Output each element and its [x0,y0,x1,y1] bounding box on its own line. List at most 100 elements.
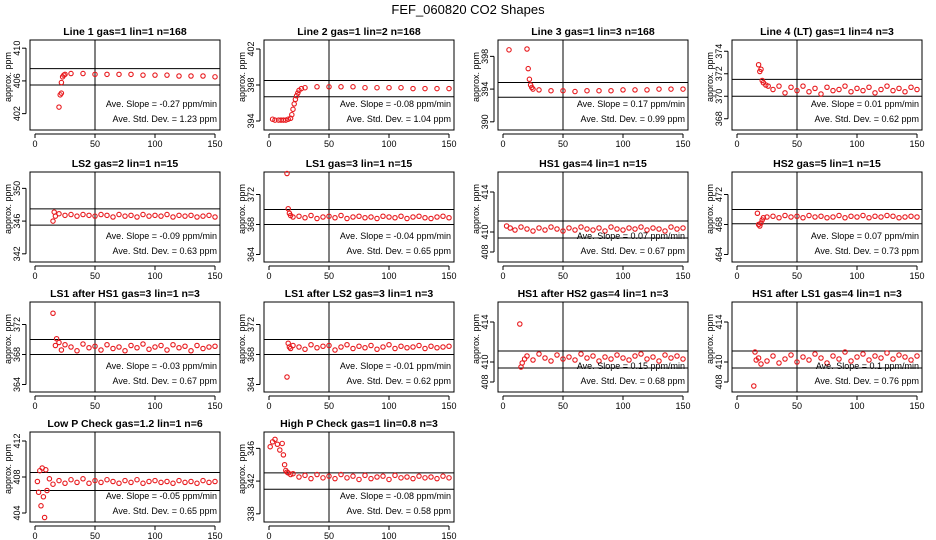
plot-frame [731,39,923,131]
slope-annotation: Ave. Slope = 0.07 ppm/min [811,231,919,241]
y-tick-label: 394 [480,82,490,97]
y-tick-label: 372 [12,317,22,332]
data-point [908,84,914,91]
data-point [668,224,674,230]
data-point [212,74,218,80]
data-point [267,443,273,450]
figure-title: FEF_060820 CO2 Shapes [391,2,545,17]
y-tick-label: 374 [714,44,724,59]
data-point [116,480,122,487]
data-point [536,87,542,93]
data-point [368,214,374,220]
x-tick-label: 100 [147,139,162,149]
data-point [614,226,620,232]
data-point [572,357,578,363]
data-point [884,350,890,356]
data-point [890,87,896,94]
data-point [128,212,134,219]
stddev-annotation: Ave. Std. Dev. = 0.99 ppm [581,114,685,124]
data-point [776,360,782,366]
data-point [314,471,320,478]
panel-11: HS1 after HS2 gas=4 lin=1 n=3 0 50 100 150 40… [471,288,691,411]
data-point [536,225,542,231]
data-point [590,227,596,233]
panel-5: LS2 gas=2 lin=1 n=15 0 50 100 150 342 346 350ap… [3,158,223,281]
x-tick-label: 50 [324,401,334,411]
data-point [80,341,86,347]
data-point [35,489,42,496]
x-tick-label: 150 [909,401,924,411]
x-tick-label: 0 [32,401,37,411]
data-point [56,339,62,346]
data-point [386,341,392,348]
data-point [43,467,49,473]
data-point [46,476,53,482]
data-point [296,344,302,350]
data-point [86,344,92,351]
data-point [548,358,554,364]
data-point [860,351,866,357]
data-point [788,352,794,358]
data-point [398,475,404,481]
data-point [578,224,584,230]
x-tick-label: 150 [441,139,456,149]
data-point [620,227,626,233]
data-point [128,479,134,486]
x-tick-label: 0 [32,271,37,281]
data-point [110,478,116,485]
panel-title: High P Check gas=1 lin=0.8 n=3 [280,418,438,430]
data-point [356,213,362,220]
data-point [818,213,824,220]
x-tick-label: 0 [500,139,505,149]
plot-frame [731,171,923,263]
x-tick-label: 0 [266,271,271,281]
data-point [896,85,902,92]
x-tick-label: 150 [675,139,690,149]
slope-annotation: Ave. Slope = 0.07 ppm/min [577,231,685,241]
data-point [800,354,806,360]
data-point [758,361,764,367]
data-point [554,352,560,358]
data-point [884,212,890,219]
data-point [644,87,650,93]
x-tick-label: 100 [381,531,396,540]
data-point [758,66,764,73]
data-point [320,475,326,481]
y-tick-label: 372 [246,317,256,332]
y-tick-label: 372 [714,66,724,81]
data-point [308,212,314,219]
data-point [56,210,62,217]
plot-frame [263,171,455,263]
data-point [848,358,854,364]
x-tick-label: 50 [792,139,802,149]
y-tick-label: 368 [12,347,22,362]
x-tick-label: 150 [441,271,456,281]
data-point [140,211,146,218]
data-point [206,212,212,219]
data-point [848,89,854,95]
y-tick-label: 368 [246,347,256,362]
data-point [760,215,767,221]
data-point [338,212,344,219]
data-point [776,83,782,89]
y-tick-label: 370 [714,89,724,104]
data-point [680,225,686,231]
data-point [68,70,74,77]
data-point [608,224,614,230]
x-tick-label: 50 [324,271,334,281]
data-point [86,480,92,487]
data-point [50,481,56,487]
panel-4: Line 4 (LT) gas=1 lin=4 n=3 0 50 100 150 368 3… [705,26,925,149]
data-point [764,358,770,364]
data-point [512,227,518,233]
data-point [296,213,302,220]
data-point [308,341,314,348]
plot-frame [263,39,455,131]
data-point [446,475,452,481]
stddev-annotation: Ave. Std. Dev. = 0.76 ppm [815,376,919,386]
data-point [284,170,290,177]
data-point [350,345,356,352]
data-point [58,347,65,353]
data-point [578,351,584,357]
data-point [914,86,920,93]
